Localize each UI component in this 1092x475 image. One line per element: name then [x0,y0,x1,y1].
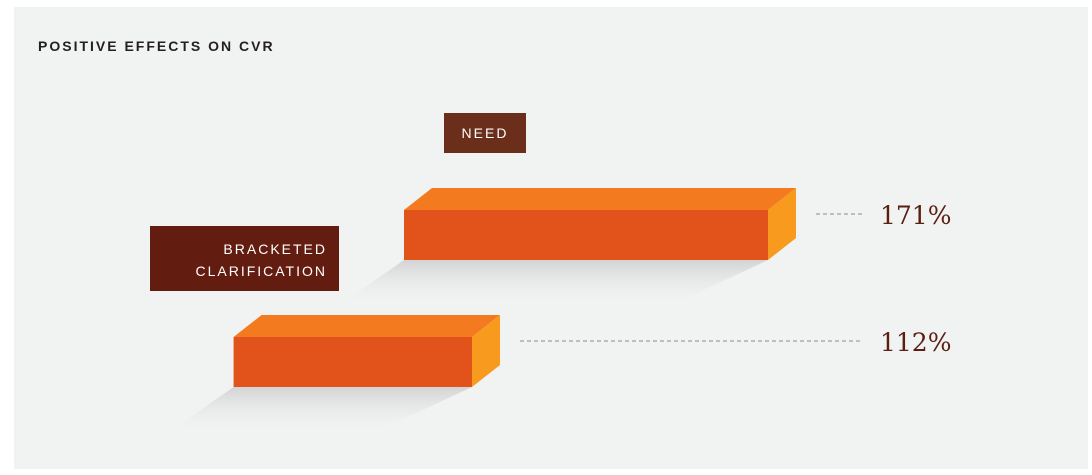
bar-side-bracketed-clarification [472,315,500,387]
bar-side-need [768,188,796,260]
value-label-need: 171% [880,201,951,230]
bar-top-need [404,188,796,210]
category-label-bracketed-clarification: BRACKETED CLARIFICATION [150,226,339,291]
bar-shadow-need [344,260,768,302]
value-label-bracketed-clarification: 112% [880,328,951,357]
bar-need [404,210,768,260]
bar-shadow-bracketed-clarification [173,387,472,429]
bar-bracketed-clarification [233,337,472,387]
bar-top-bracketed-clarification [233,315,500,337]
category-label-need-text: NEED [461,125,509,141]
category-label-need: NEED [444,113,526,153]
category-label-bracketed-line1: BRACKETED [223,241,327,257]
category-label-bracketed-line2: CLARIFICATION [195,263,327,279]
chart-title: POSITIVE EFFECTS ON CVR [38,38,275,54]
